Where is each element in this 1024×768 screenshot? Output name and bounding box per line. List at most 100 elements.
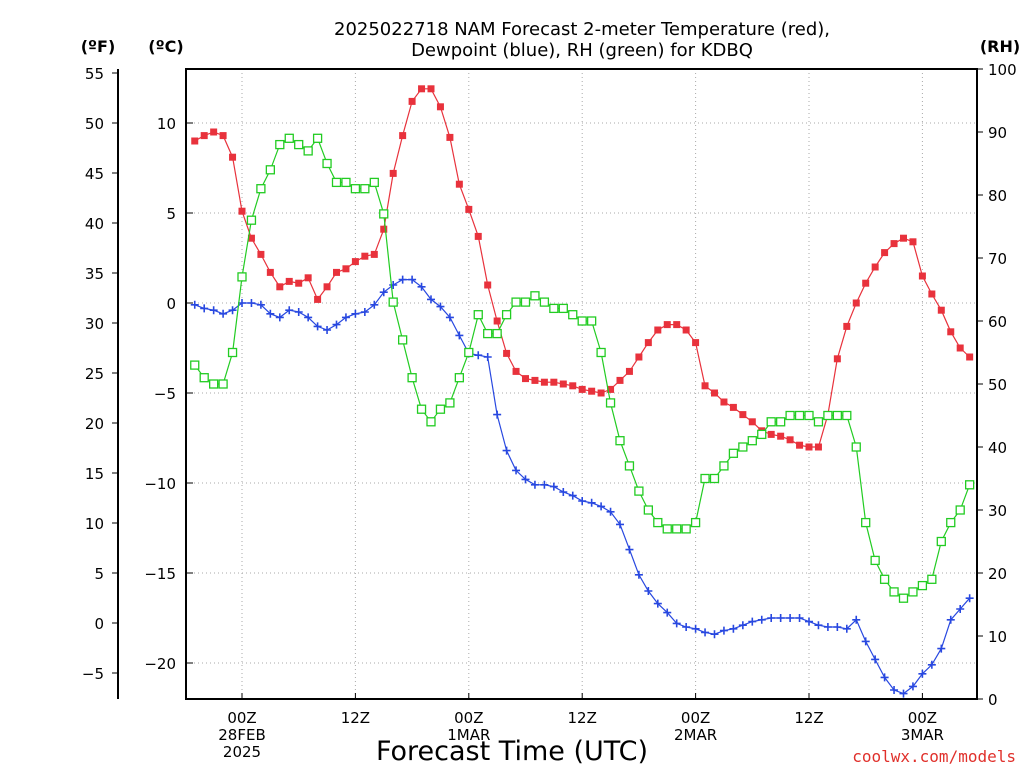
temperature-point [455,180,463,188]
rh-point [738,442,748,452]
dewpoint-point [455,331,464,340]
rh-point [842,410,852,421]
dewpoint-point [606,507,615,516]
temperature-point [805,443,813,451]
dewpoint-point [398,275,407,284]
fahrenheit-tick-label: 10 [85,515,104,533]
dewpoint-point [701,628,710,637]
rh-point [265,165,276,175]
dewpoint-point [530,480,539,489]
series-layer [190,85,975,698]
dewpoint-point [956,605,965,613]
rh-point [341,177,351,188]
fahrenheit-tick-label: 40 [85,215,104,233]
dewpoint-point [927,660,936,669]
rh-point [823,410,833,421]
dewpoint-point [833,623,842,631]
temperature-point [276,283,284,291]
fahrenheit-tick-label: 50 [85,115,104,133]
dewpoint-point [294,308,303,316]
rh-tick-label: 80 [988,187,1007,205]
rh-point [785,410,795,421]
temperature-point [418,85,426,93]
celsius-tick-label: −5 [154,385,176,403]
x-tick-label: 00Z [227,709,256,727]
temperature-point [739,411,747,419]
temperature-point [918,272,926,280]
temperature-point [200,132,208,140]
rh-point [322,158,332,169]
rh-point [965,480,975,490]
rh-point [927,574,937,584]
rh-point [643,505,653,515]
dewpoint-point [493,410,502,419]
dewpoint-point [823,623,832,631]
rh-point [312,133,323,143]
dewpoint-point [634,570,643,579]
rh-point [483,328,493,339]
dewpoint-point [379,288,388,297]
rh-tick-label: 90 [988,124,1007,142]
rh-point [388,297,398,307]
temperature-point [550,378,558,386]
rh-tick-label: 70 [988,250,1007,268]
temperature-point [777,432,785,440]
temperature-point [720,398,728,406]
rh-point [294,139,304,150]
dewpoint-point [445,313,454,322]
rh-point [350,184,361,194]
dewpoint-point [946,615,955,624]
temperature-point [701,382,709,390]
rh-point [256,184,266,194]
celsius-tick-label: −10 [144,475,176,493]
x-tick-label: 12Z [341,709,370,727]
dewpoint-point [805,617,813,626]
rh-point [898,593,909,603]
rh-point [454,373,465,383]
temperature-point [257,250,265,258]
dewpoint-point [710,630,719,639]
rh-tick-label: 20 [988,565,1007,583]
rh-point [511,297,521,307]
x-tick-label: 3MAR [901,726,944,744]
x-tick-label: 12Z [568,709,597,727]
dewpoint-point [417,282,426,291]
rh-point [728,448,739,458]
temperature-point [333,268,340,276]
dewpoint-point [937,644,946,653]
temperature-point [748,418,756,426]
temperature-point [635,353,643,361]
fahrenheit-tick-label: −5 [82,665,104,683]
fahrenheit-tick-label: 0 [94,615,104,633]
dewpoint-point [616,520,624,529]
temperature-point [191,137,199,145]
rh-point [804,410,814,421]
dewpoint-series [190,275,974,698]
temperature-point [229,153,237,161]
rh-point [719,461,729,471]
dewpoint-point [190,300,199,309]
rh-point [397,335,408,345]
temperature-point [484,281,492,289]
dewpoint-point [899,689,908,698]
temperature-point [966,353,974,361]
rh-point [218,379,228,389]
rh-point [416,404,427,414]
temperature-point [399,132,407,140]
rh-point [634,486,644,496]
temperature-point [796,441,804,449]
temperature-point [285,277,293,285]
x-axis-label: Forecast Time (UTC) [376,736,648,767]
temperature-point [711,389,718,397]
temperature-point [465,205,473,213]
rh-point [246,215,257,225]
temperature-point [852,299,860,307]
temperature-point [266,268,274,276]
dewpoint-point [549,482,558,491]
temperature-point [427,85,435,93]
temperature-point [323,283,331,291]
dewpoint-point [842,624,851,633]
dewpoint-point [521,475,530,484]
dewpoint-point [852,615,861,624]
temperature-point [625,367,633,375]
